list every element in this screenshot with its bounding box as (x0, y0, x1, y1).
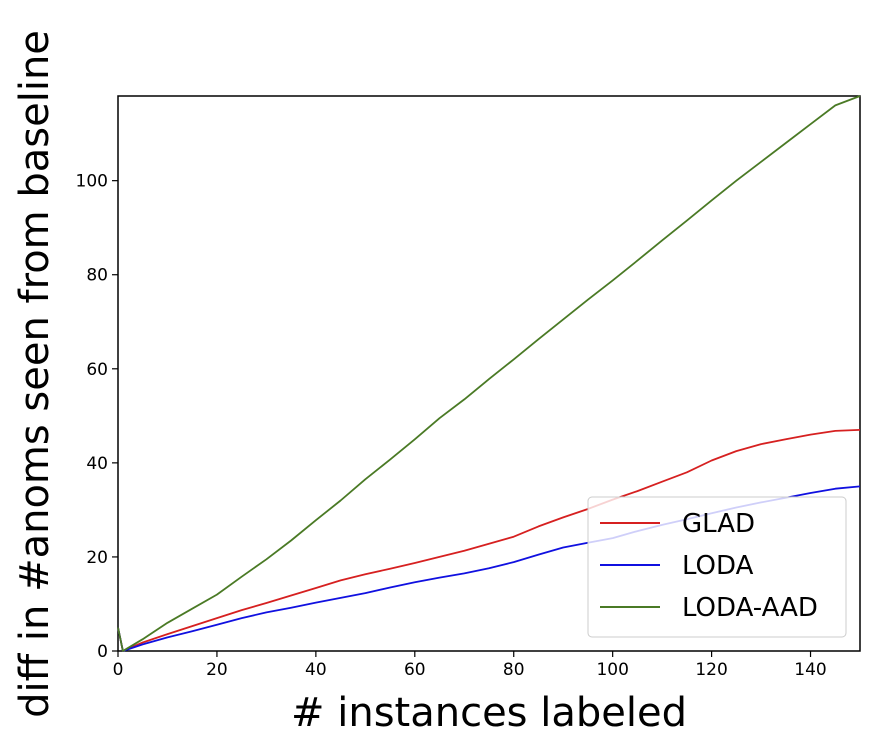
y-tick-label: 60 (86, 360, 108, 380)
x-tick-label: 40 (305, 660, 327, 680)
legend-label-loda-aad: LODA-AAD (682, 593, 818, 623)
x-tick-label: 60 (404, 660, 426, 680)
y-tick-label: 20 (86, 548, 108, 568)
x-tick-label: 140 (794, 660, 826, 680)
legend-items: GLAD LODA LODA-AAD (600, 509, 818, 623)
x-axis-ticks: 0 20 40 60 80 100 120 140 (113, 651, 827, 680)
plot-area-frame (117, 95, 861, 652)
x-tick-label: 0 (113, 660, 124, 680)
y-tick-label: 0 (97, 642, 108, 662)
legend: GLAD LODA LODA-AAD (587, 496, 847, 638)
x-tick-label: 120 (695, 660, 727, 680)
y-axis-label: diff in #anoms seen from baseline (12, 30, 58, 718)
y-axis-ticks: 0 20 40 60 80 100 (76, 172, 118, 662)
series-line-glad (117, 429, 861, 652)
x-tick-label: 20 (206, 660, 228, 680)
y-tick-label: 100 (76, 172, 108, 192)
legend-box (587, 496, 847, 638)
y-tick-label: 80 (86, 266, 108, 286)
x-axis-label: # instances labeled (291, 690, 687, 736)
y-tick-label: 40 (86, 454, 108, 474)
series-line-loda-aad (117, 95, 861, 652)
x-tick-label: 80 (503, 660, 525, 680)
legend-label-loda: LODA (682, 551, 754, 581)
x-tick-label: 100 (596, 660, 628, 680)
legend-label-glad: GLAD (682, 509, 755, 539)
